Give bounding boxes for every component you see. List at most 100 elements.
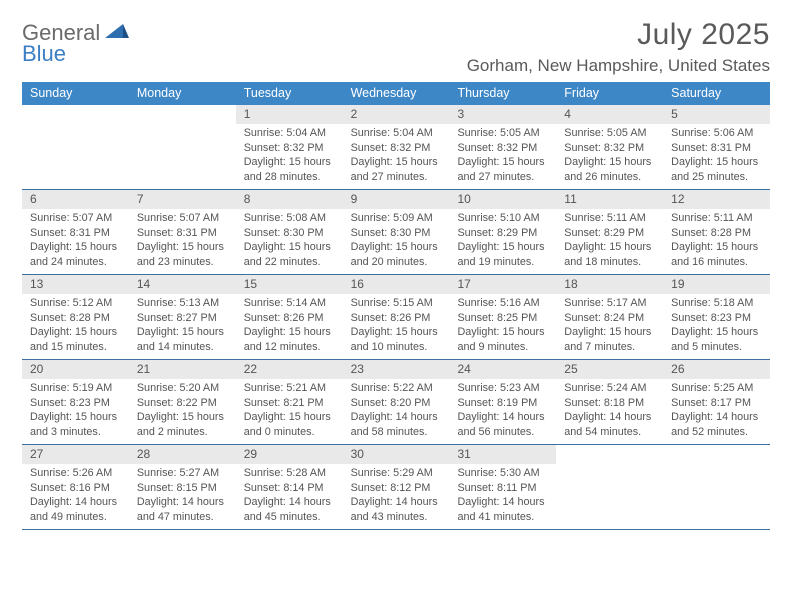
day-header-row: SundayMondayTuesdayWednesdayThursdayFrid… <box>22 82 770 105</box>
day-info: Sunrise: 5:18 AMSunset: 8:23 PMDaylight:… <box>663 294 770 358</box>
daylight-line: Daylight: 15 hours and 22 minutes. <box>244 240 335 269</box>
day-number: 9 <box>343 190 450 209</box>
day-header: Wednesday <box>343 82 450 105</box>
sunrise-line: Sunrise: 5:11 AM <box>564 211 655 226</box>
day-cell: 14Sunrise: 5:13 AMSunset: 8:27 PMDayligh… <box>129 275 236 359</box>
day-cell: 29Sunrise: 5:28 AMSunset: 8:14 PMDayligh… <box>236 445 343 529</box>
sunset-line: Sunset: 8:14 PM <box>244 481 335 496</box>
day-cell: 16Sunrise: 5:15 AMSunset: 8:26 PMDayligh… <box>343 275 450 359</box>
weeks-container: ..1Sunrise: 5:04 AMSunset: 8:32 PMDaylig… <box>22 105 770 530</box>
day-number: 4 <box>556 105 663 124</box>
day-info: Sunrise: 5:11 AMSunset: 8:28 PMDaylight:… <box>663 209 770 273</box>
day-info: Sunrise: 5:23 AMSunset: 8:19 PMDaylight:… <box>449 379 556 443</box>
day-header: Monday <box>129 82 236 105</box>
day-cell: 30Sunrise: 5:29 AMSunset: 8:12 PMDayligh… <box>343 445 450 529</box>
day-cell: . <box>129 105 236 189</box>
sunset-line: Sunset: 8:12 PM <box>351 481 442 496</box>
sunrise-line: Sunrise: 5:20 AM <box>137 381 228 396</box>
daylight-line: Daylight: 15 hours and 15 minutes. <box>30 325 121 354</box>
day-info: Sunrise: 5:04 AMSunset: 8:32 PMDaylight:… <box>343 124 450 188</box>
sunrise-line: Sunrise: 5:09 AM <box>351 211 442 226</box>
day-number: 6 <box>22 190 129 209</box>
day-cell: 11Sunrise: 5:11 AMSunset: 8:29 PMDayligh… <box>556 190 663 274</box>
sunset-line: Sunset: 8:16 PM <box>30 481 121 496</box>
sunset-line: Sunset: 8:22 PM <box>137 396 228 411</box>
sunrise-line: Sunrise: 5:25 AM <box>671 381 762 396</box>
sunset-line: Sunset: 8:25 PM <box>457 311 548 326</box>
day-cell: 20Sunrise: 5:19 AMSunset: 8:23 PMDayligh… <box>22 360 129 444</box>
sunset-line: Sunset: 8:28 PM <box>30 311 121 326</box>
sunrise-line: Sunrise: 5:18 AM <box>671 296 762 311</box>
day-number: 10 <box>449 190 556 209</box>
sunrise-line: Sunrise: 5:08 AM <box>244 211 335 226</box>
sunset-line: Sunset: 8:29 PM <box>457 226 548 241</box>
sunset-line: Sunset: 8:30 PM <box>244 226 335 241</box>
sunrise-line: Sunrise: 5:29 AM <box>351 466 442 481</box>
day-number: 27 <box>22 445 129 464</box>
daylight-line: Daylight: 15 hours and 27 minutes. <box>351 155 442 184</box>
sunrise-line: Sunrise: 5:05 AM <box>564 126 655 141</box>
day-info: Sunrise: 5:09 AMSunset: 8:30 PMDaylight:… <box>343 209 450 273</box>
day-cell: 24Sunrise: 5:23 AMSunset: 8:19 PMDayligh… <box>449 360 556 444</box>
day-header: Friday <box>556 82 663 105</box>
week-row: 20Sunrise: 5:19 AMSunset: 8:23 PMDayligh… <box>22 360 770 445</box>
logo-triangle-icon <box>105 22 129 45</box>
day-cell: 19Sunrise: 5:18 AMSunset: 8:23 PMDayligh… <box>663 275 770 359</box>
daylight-line: Daylight: 14 hours and 49 minutes. <box>30 495 121 524</box>
day-number: 20 <box>22 360 129 379</box>
day-number: 2 <box>343 105 450 124</box>
daylight-line: Daylight: 15 hours and 23 minutes. <box>137 240 228 269</box>
daylight-line: Daylight: 14 hours and 52 minutes. <box>671 410 762 439</box>
day-info: Sunrise: 5:26 AMSunset: 8:16 PMDaylight:… <box>22 464 129 528</box>
sunrise-line: Sunrise: 5:04 AM <box>351 126 442 141</box>
sunrise-line: Sunrise: 5:11 AM <box>671 211 762 226</box>
day-info: Sunrise: 5:13 AMSunset: 8:27 PMDaylight:… <box>129 294 236 358</box>
sunrise-line: Sunrise: 5:16 AM <box>457 296 548 311</box>
sunset-line: Sunset: 8:31 PM <box>671 141 762 156</box>
sunset-line: Sunset: 8:29 PM <box>564 226 655 241</box>
sunset-line: Sunset: 8:26 PM <box>244 311 335 326</box>
day-cell: 5Sunrise: 5:06 AMSunset: 8:31 PMDaylight… <box>663 105 770 189</box>
logo: General Blue <box>22 18 129 65</box>
day-number: 25 <box>556 360 663 379</box>
day-cell: 8Sunrise: 5:08 AMSunset: 8:30 PMDaylight… <box>236 190 343 274</box>
day-info: Sunrise: 5:05 AMSunset: 8:32 PMDaylight:… <box>449 124 556 188</box>
sunrise-line: Sunrise: 5:05 AM <box>457 126 548 141</box>
day-info: Sunrise: 5:15 AMSunset: 8:26 PMDaylight:… <box>343 294 450 358</box>
sunrise-line: Sunrise: 5:06 AM <box>671 126 762 141</box>
day-header: Tuesday <box>236 82 343 105</box>
daylight-line: Daylight: 15 hours and 20 minutes. <box>351 240 442 269</box>
day-info: Sunrise: 5:04 AMSunset: 8:32 PMDaylight:… <box>236 124 343 188</box>
daylight-line: Daylight: 14 hours and 54 minutes. <box>564 410 655 439</box>
day-number: 17 <box>449 275 556 294</box>
day-number: 14 <box>129 275 236 294</box>
sunrise-line: Sunrise: 5:24 AM <box>564 381 655 396</box>
day-info: Sunrise: 5:19 AMSunset: 8:23 PMDaylight:… <box>22 379 129 443</box>
sunrise-line: Sunrise: 5:19 AM <box>30 381 121 396</box>
day-number: 11 <box>556 190 663 209</box>
day-cell: 1Sunrise: 5:04 AMSunset: 8:32 PMDaylight… <box>236 105 343 189</box>
sunset-line: Sunset: 8:21 PM <box>244 396 335 411</box>
day-header: Sunday <box>22 82 129 105</box>
logo-text-block: General Blue <box>22 22 129 65</box>
daylight-line: Daylight: 14 hours and 43 minutes. <box>351 495 442 524</box>
sunrise-line: Sunrise: 5:15 AM <box>351 296 442 311</box>
day-cell: . <box>663 445 770 529</box>
day-number: 1 <box>236 105 343 124</box>
day-number: 28 <box>129 445 236 464</box>
sunset-line: Sunset: 8:23 PM <box>30 396 121 411</box>
day-info: Sunrise: 5:07 AMSunset: 8:31 PMDaylight:… <box>22 209 129 273</box>
sunrise-line: Sunrise: 5:26 AM <box>30 466 121 481</box>
day-cell: 17Sunrise: 5:16 AMSunset: 8:25 PMDayligh… <box>449 275 556 359</box>
day-cell: 12Sunrise: 5:11 AMSunset: 8:28 PMDayligh… <box>663 190 770 274</box>
day-info: Sunrise: 5:17 AMSunset: 8:24 PMDaylight:… <box>556 294 663 358</box>
sunset-line: Sunset: 8:17 PM <box>671 396 762 411</box>
day-info: Sunrise: 5:11 AMSunset: 8:29 PMDaylight:… <box>556 209 663 273</box>
sunrise-line: Sunrise: 5:14 AM <box>244 296 335 311</box>
daylight-line: Daylight: 15 hours and 14 minutes. <box>137 325 228 354</box>
day-number: 5 <box>663 105 770 124</box>
title-block: July 2025 Gorham, New Hampshire, United … <box>467 18 770 76</box>
day-cell: 7Sunrise: 5:07 AMSunset: 8:31 PMDaylight… <box>129 190 236 274</box>
week-row: 13Sunrise: 5:12 AMSunset: 8:28 PMDayligh… <box>22 275 770 360</box>
sunrise-line: Sunrise: 5:12 AM <box>30 296 121 311</box>
